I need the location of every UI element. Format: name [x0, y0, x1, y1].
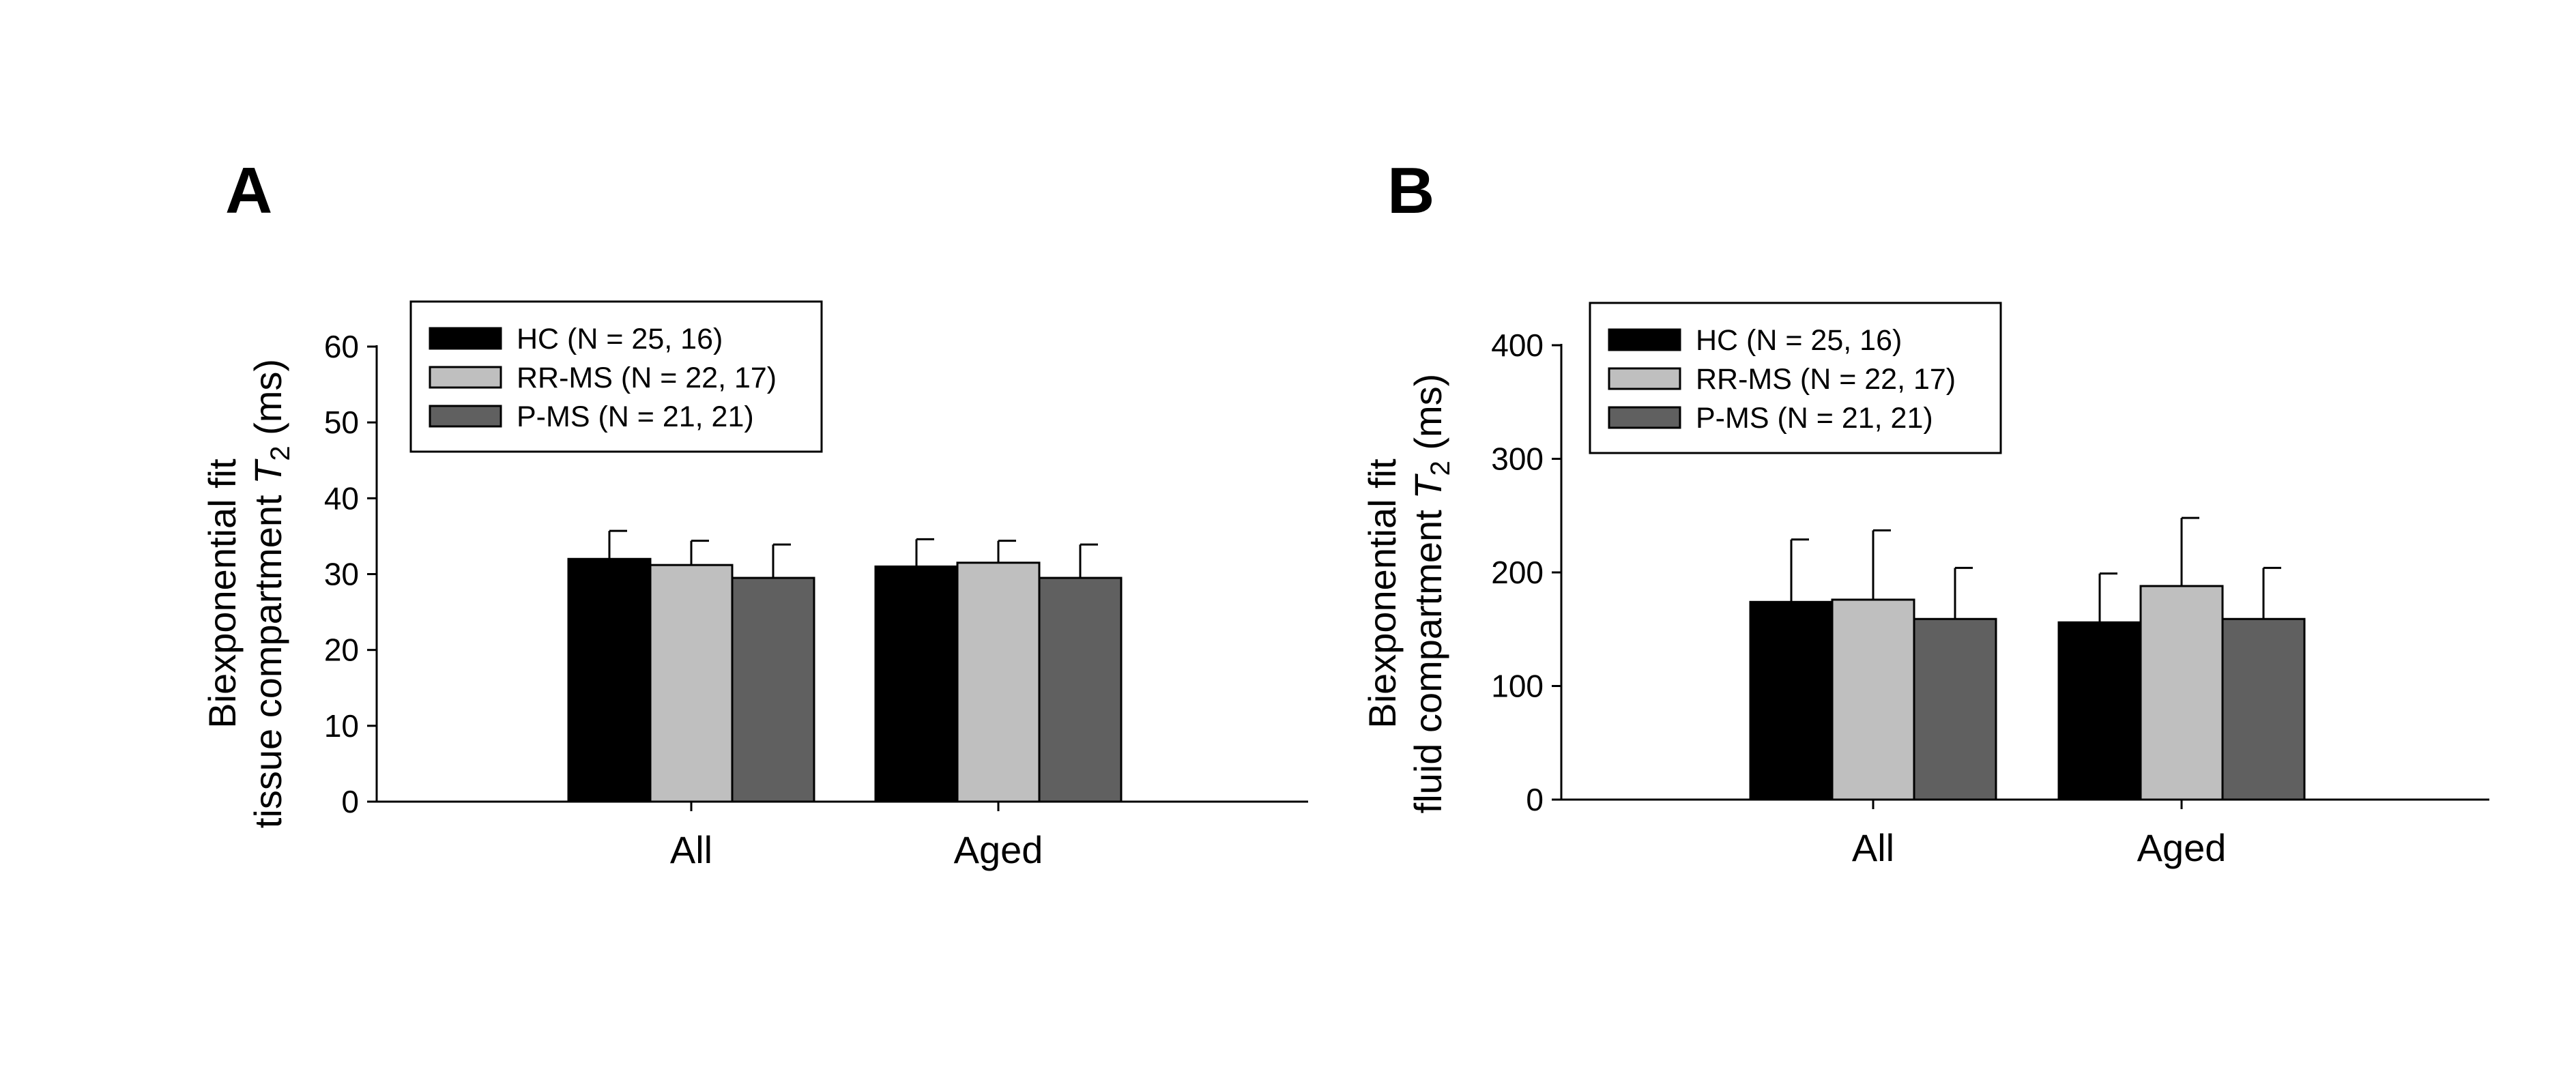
y-tick-label: 30	[324, 557, 359, 592]
panel-a-ylabel-prefix: tissue compartment	[246, 484, 289, 828]
y-tick-label: 10	[324, 708, 359, 744]
panel-b-ylabel-prefix: fluid compartment	[1406, 499, 1449, 814]
panel-b-ylabel-line2: fluid compartment T2 (ms)	[1406, 374, 1456, 814]
x-category-label: Aged	[2137, 826, 2227, 869]
bar	[2221, 617, 2306, 801]
y-tick-label: 40	[324, 480, 359, 516]
panel-b-legend: HC (N = 25, 16) RR-MS (N = 22, 17) P-MS (N…	[1589, 302, 2002, 454]
legend-label: RR-MS (N = 22, 17)	[517, 362, 777, 394]
y-tick-label: 50	[324, 405, 359, 440]
bar	[956, 561, 1041, 803]
x-category-label: All	[670, 828, 712, 871]
panel-a-ylabel-italic: T	[246, 458, 289, 484]
bar	[567, 557, 652, 803]
bar	[731, 577, 815, 803]
bar	[2057, 621, 2142, 801]
panel-a-ylabel-sub: 2	[265, 446, 295, 461]
bar	[1749, 600, 1834, 801]
legend-label: P-MS (N = 21, 21)	[1696, 402, 1933, 435]
bar	[1038, 577, 1123, 803]
panel-a-ylabel-line2: tissue compartment T2 (ms)	[246, 359, 295, 828]
panel-a-letter: A	[225, 154, 272, 227]
y-tick-label: 20	[324, 632, 359, 668]
y-tick-label: 400	[1491, 327, 1544, 363]
panel-b-ylabel-suffix: (ms)	[1406, 374, 1449, 461]
panel-b-letter: B	[1387, 154, 1434, 227]
panel-a-ylabel-suffix: (ms)	[246, 359, 289, 446]
y-tick-label: 60	[324, 329, 359, 364]
legend-swatch	[429, 366, 502, 389]
panel-a-y-axis-label: Biexponential fit tissue compartment T2 …	[201, 359, 295, 828]
y-tick-label: 200	[1491, 555, 1544, 590]
legend-swatch	[1608, 367, 1681, 390]
x-category-label: Aged	[954, 828, 1043, 871]
panel-b-ylabel-italic: T	[1406, 473, 1449, 499]
legend-swatch	[1608, 406, 1681, 429]
x-category-label: All	[1852, 826, 1894, 869]
legend-label: RR-MS (N = 22, 17)	[1696, 363, 1956, 396]
bar	[874, 565, 959, 803]
bar	[649, 564, 734, 803]
panel-b-ylabel-sub: 2	[1426, 461, 1456, 476]
legend-swatch	[429, 327, 502, 350]
legend-label: P-MS (N = 21, 21)	[517, 400, 754, 433]
panel-b-plot: 0 100 200 300 400 All Aged	[1491, 327, 2489, 869]
bar	[1913, 617, 1997, 801]
panel-a-plot: 0 10 20 30 40 50 60 All Aged	[324, 329, 1308, 871]
panel-a-ylabel-line1: Biexponential fit	[201, 458, 244, 729]
y-tick-label: 0	[341, 784, 359, 819]
y-tick-label: 300	[1491, 441, 1544, 477]
legend-label: HC (N = 25, 16)	[517, 323, 723, 355]
panel-a: A Biexponential fit tissue compartment T…	[201, 154, 1308, 871]
legend-label: HC (N = 25, 16)	[1696, 324, 1902, 357]
panel-b-ylabel-line1: Biexponential fit	[1361, 458, 1404, 729]
legend-swatch	[429, 405, 502, 428]
bar	[2139, 585, 2224, 801]
panel-a-legend: HC (N = 25, 16) RR-MS (N = 22, 17) P-MS (N…	[409, 300, 823, 453]
panel-b-y-axis-label: Biexponential fit fluid compartment T2 (…	[1361, 374, 1456, 814]
y-tick-label: 100	[1491, 669, 1544, 704]
y-tick-label: 0	[1526, 782, 1544, 817]
bar	[1831, 598, 1915, 801]
panel-b: B Biexponential fit fluid compartment T2…	[1361, 154, 2489, 869]
legend-swatch	[1608, 328, 1681, 351]
